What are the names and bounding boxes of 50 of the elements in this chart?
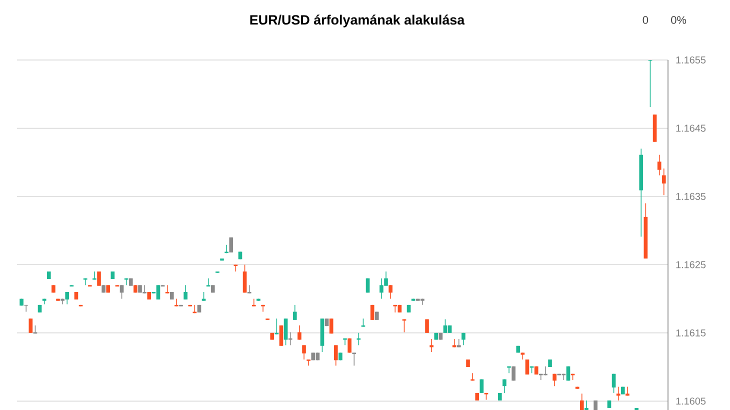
candlestick — [612, 373, 616, 394]
candlestick — [552, 373, 556, 387]
y-tick-label: 1.1605 — [676, 398, 706, 405]
y-tick-label: 1.1645 — [676, 124, 706, 132]
candlestick — [28, 318, 33, 334]
candlestick — [292, 304, 297, 320]
candlestick — [120, 284, 124, 300]
candlestick — [224, 244, 228, 254]
candlestick — [279, 325, 284, 346]
candlestick — [616, 386, 620, 401]
candlestick — [306, 359, 310, 366]
candlestick — [65, 292, 70, 305]
candlestick — [298, 325, 302, 340]
chart-title: EUR/USD árfolyamának alakulása — [250, 14, 465, 28]
candlestick — [393, 304, 398, 313]
candlestick — [430, 338, 434, 352]
y-tick-label: 1.1615 — [676, 329, 706, 336]
candlestick — [252, 298, 256, 307]
candlestick — [261, 304, 265, 312]
candlestick — [662, 168, 666, 196]
candlestick — [184, 284, 188, 300]
candlestick — [443, 318, 448, 334]
candlestick — [334, 344, 338, 366]
candlestick — [352, 352, 356, 366]
y-tick-label: 1.1655 — [676, 56, 706, 64]
candlestick — [156, 284, 160, 300]
y-tick-label: 1.1625 — [676, 261, 706, 268]
candlestick — [462, 332, 466, 346]
candlestick — [302, 344, 306, 360]
candlestick — [97, 271, 101, 286]
y-tick-label: 1.1635 — [676, 192, 706, 200]
candlestick — [525, 359, 530, 375]
candlestick — [502, 378, 506, 394]
candlestick — [388, 284, 392, 300]
candlestick — [480, 378, 484, 394]
candlestick — [329, 318, 334, 334]
candlestick — [174, 298, 178, 307]
candlestick — [274, 318, 279, 335]
candlestick — [584, 400, 588, 410]
candlestick — [284, 318, 288, 346]
candlestick — [425, 318, 429, 334]
candlestick — [626, 386, 630, 396]
candlestick — [242, 264, 247, 294]
text: 0 — [642, 16, 648, 24]
text: 0% — [671, 16, 686, 24]
candlestick — [370, 304, 374, 320]
candlestick — [657, 154, 662, 176]
candlestick — [580, 393, 584, 410]
candlestick — [229, 236, 234, 253]
candlestick — [456, 338, 461, 348]
